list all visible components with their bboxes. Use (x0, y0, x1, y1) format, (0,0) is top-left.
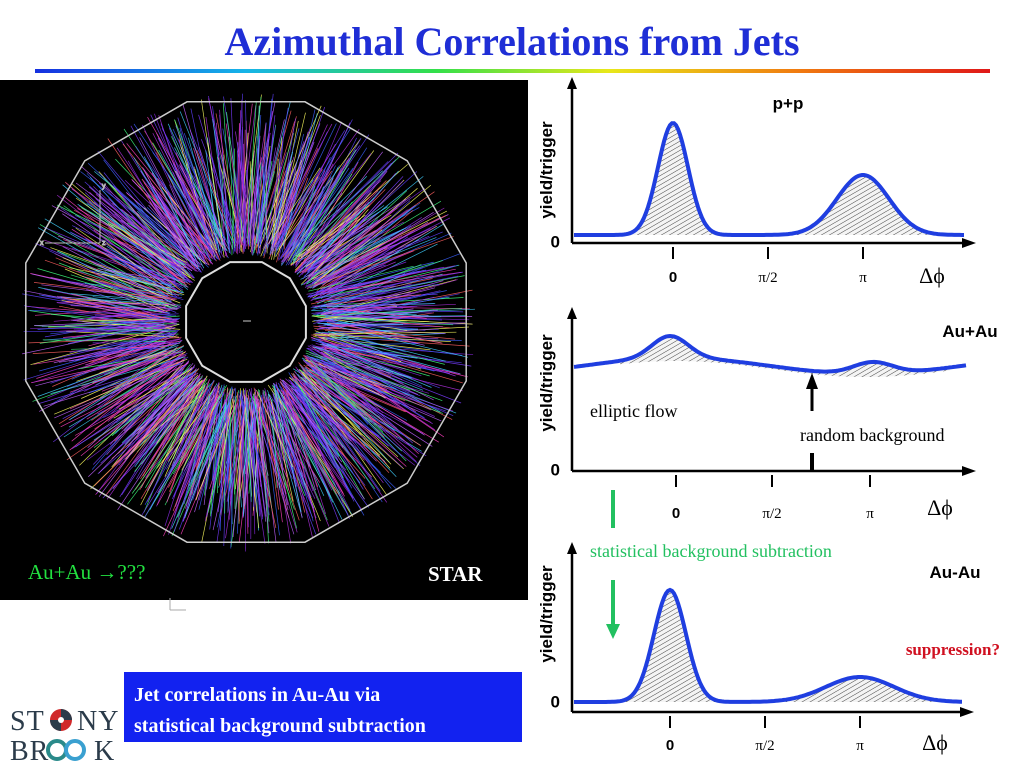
svg-text:K: K (94, 736, 114, 764)
event-display-graphic: y x z (0, 80, 528, 600)
sub-zero-label: 0 (551, 692, 560, 711)
elliptic-flow-annotation: elliptic flow (590, 401, 677, 421)
auau-tick-0: 0 (672, 505, 680, 522)
sub-tick-pi2: π/2 (755, 738, 774, 754)
sub-ylabel: yield/trigger (537, 565, 556, 663)
summary-line-1: Jet correlations in Au-Au via (134, 680, 512, 711)
sub-axis-var: Δϕ (922, 730, 948, 755)
auau-hatch-area (620, 336, 950, 377)
logo-graphic: ST NY BR K (10, 702, 120, 764)
auau-tick-pi2: π/2 (762, 506, 781, 522)
auau-ylabel: yield/trigger (537, 334, 556, 432)
svg-text:z: z (102, 240, 106, 247)
suppression-annotation: suppression? (906, 640, 1000, 659)
pp-tick-0: 0 (669, 269, 677, 286)
svg-text:ST: ST (10, 706, 45, 737)
pp-tick-pi2: π/2 (758, 270, 777, 286)
page-title: Azimuthal Correlations from Jets (0, 18, 1024, 65)
sub-tick-pi: π (856, 738, 864, 754)
plot-pp: yield/trigger 0 p+p 0 π/2 π Δϕ (530, 75, 1020, 300)
logo-wheel-icon (50, 709, 72, 731)
auau-title: Au+Au (942, 322, 997, 341)
plot-auau-subtracted: yield/trigger 0 Au-Au suppression? 0 π/2… (530, 540, 1020, 765)
pp-axis-var: Δϕ (919, 263, 945, 288)
collision-label: Au+Au →??? (28, 560, 145, 585)
svg-text:BR: BR (10, 736, 49, 764)
svg-text:x: x (40, 240, 44, 247)
summary-line-2: statistical background subtraction (134, 711, 512, 742)
background-arrow-head (806, 373, 818, 389)
pp-curve (574, 123, 964, 235)
event-frame-edge (168, 598, 188, 612)
tpc-inner-boundary (186, 262, 306, 382)
logo-rings-icon (48, 741, 84, 759)
sub-title: Au-Au (930, 563, 981, 582)
svg-text:y: y (102, 183, 106, 190)
star-event-display: y x z (0, 80, 528, 600)
auau-curve (574, 336, 966, 372)
random-background-annotation: random background (800, 425, 944, 445)
pp-title: p+p (773, 94, 804, 113)
auau-tick-pi: π (866, 506, 874, 522)
stony-brook-logo: ST NY BR K (10, 702, 120, 764)
sub-hatch-area (574, 590, 962, 702)
pp-ylabel: yield/trigger (537, 121, 556, 219)
experiment-label: STAR (428, 562, 482, 587)
auau-axis-var: Δϕ (927, 495, 953, 520)
summary-box: Jet correlations in Au-Au via statistica… (124, 672, 522, 742)
auau-zero-label: 0 (551, 460, 560, 479)
pp-zero-label: 0 (551, 232, 560, 251)
title-rainbow-rule (35, 69, 990, 73)
svg-text:NY: NY (77, 706, 119, 737)
pp-tick-pi: π (859, 270, 867, 286)
sub-curve (574, 590, 962, 702)
sub-tick-0: 0 (666, 737, 674, 754)
